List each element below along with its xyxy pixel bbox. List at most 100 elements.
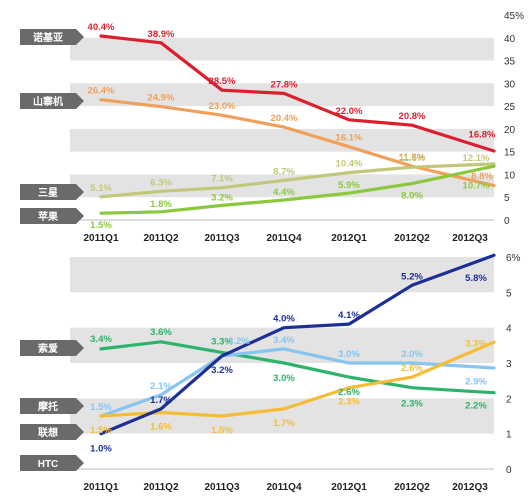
- series-tag-label: 三星: [38, 187, 58, 199]
- data-label: 10.4%: [336, 159, 363, 170]
- x-tick-label: 2011Q3: [204, 482, 239, 493]
- data-label: 8.7%: [273, 166, 295, 177]
- series-line-1: [99, 340, 496, 395]
- x-tick-label: 2011Q4: [266, 482, 301, 493]
- data-label: 1.5%: [90, 220, 112, 231]
- y-tick-label: 45%: [504, 11, 524, 22]
- data-label: 3.0%: [338, 349, 360, 360]
- series-tag: 索爱: [20, 340, 84, 356]
- chart-panel-2: 0 1 2 3 4 5 6% 2011Q1 2011Q2 2011Q3 2011Q4 2012Q1 20…: [20, 253, 521, 493]
- series-tag-label: 索爱: [38, 342, 58, 355]
- data-label: 2.6%: [338, 387, 360, 398]
- data-label: 16.8%: [469, 129, 496, 140]
- y-tick-label: 5: [504, 193, 510, 204]
- y-tick-label: 5: [506, 288, 512, 299]
- data-label: 11.8%: [399, 152, 426, 163]
- data-label: 4.1%: [338, 310, 360, 321]
- series-tag: 摩托: [20, 398, 84, 414]
- data-label: 12.1%: [463, 153, 490, 164]
- series-line-4: [99, 164, 496, 215]
- data-label: 23.0%: [209, 101, 236, 112]
- data-label: 8.0%: [401, 191, 423, 202]
- y-tick-label: 3: [506, 359, 512, 370]
- data-label: 24.9%: [148, 93, 175, 104]
- data-label: 3.3%: [211, 336, 233, 347]
- y-tick-label: 2: [506, 394, 512, 405]
- series-tag-shape: [20, 208, 84, 224]
- y-tick-label: 40: [504, 34, 516, 45]
- data-label: 11.6%: [399, 153, 426, 164]
- series-tag-shape: [20, 455, 84, 471]
- data-label: 8.8%: [471, 171, 493, 182]
- data-label: 3.4%: [273, 335, 295, 346]
- series-tag: 三星: [20, 184, 84, 200]
- x-tick-label: 2011Q2: [143, 233, 178, 244]
- y-tick-label: 4: [506, 324, 512, 335]
- grid-band: [70, 128, 494, 152]
- x-tick-label: 2011Q3: [204, 233, 239, 244]
- y-tick-label: 10: [504, 170, 516, 181]
- grid-band: [70, 257, 494, 293]
- y-tick-label: 20: [504, 125, 516, 136]
- data-label: 2.3%: [338, 397, 360, 408]
- series-tag-shape: [20, 340, 84, 356]
- data-label: 2.9%: [465, 377, 487, 388]
- data-label: 3.0%: [273, 373, 295, 384]
- data-label: 1.5%: [90, 425, 112, 436]
- data-label: 27.8%: [271, 79, 298, 90]
- series-tag-shape: [20, 424, 84, 440]
- data-label: 26.4%: [88, 86, 115, 97]
- series-tag-shape: [20, 29, 84, 45]
- data-label: 4.0%: [273, 314, 295, 325]
- data-label: 1.8%: [150, 199, 172, 210]
- data-label: 5.8%: [465, 273, 487, 284]
- data-label: 2.6%: [401, 363, 423, 374]
- series-tag-shape: [20, 93, 84, 109]
- series-line-3: [99, 162, 496, 199]
- data-label: 5.1%: [90, 183, 112, 194]
- series-tag: HTC: [20, 455, 84, 471]
- series-tag-label: 摩托: [38, 400, 58, 413]
- data-label: 20.4%: [271, 113, 298, 124]
- data-label: 1.7%: [150, 395, 172, 406]
- data-label: 3.2%: [211, 192, 233, 203]
- series-tag-label: 联想: [38, 426, 58, 439]
- data-label: 1.0%: [90, 444, 112, 455]
- data-label: 1.6%: [150, 421, 172, 432]
- chart-panel-1: 0 5 10 15 20 25 30 35 40 45% 2011Q1 2011Q2 2011Q3 201…: [20, 11, 524, 244]
- x-tick-label: 2012Q3: [452, 482, 488, 493]
- data-label: 22.0%: [336, 106, 363, 117]
- series-tag-shape: [20, 184, 84, 200]
- x-tick-label: 2012Q3: [452, 233, 488, 244]
- data-label: 3.3%: [465, 338, 487, 349]
- data-label: 20.8%: [399, 111, 426, 122]
- data-label: 5.2%: [401, 271, 423, 282]
- data-label: 28.5%: [209, 76, 236, 87]
- data-label: 3.6%: [150, 327, 172, 338]
- data-label: 4.4%: [273, 187, 295, 198]
- data-label: 2.3%: [401, 399, 423, 410]
- data-label: 2.2%: [465, 400, 487, 411]
- x-tick-label: 2011Q4: [266, 233, 301, 244]
- series-tag-label: 山寨机: [33, 95, 63, 108]
- series-tag-shape: [20, 398, 84, 414]
- data-label: 16.1%: [336, 133, 363, 144]
- data-label: 5.9%: [338, 180, 360, 191]
- y-tick-label: 35: [504, 57, 516, 68]
- x-tick-label: 2012Q1: [331, 482, 367, 493]
- data-label: 2.1%: [150, 381, 172, 392]
- series-tag: 联想: [20, 424, 84, 440]
- x-tick-label: 2011Q2: [143, 482, 178, 493]
- data-label: 3.4%: [90, 334, 112, 345]
- data-label: 3.2%: [228, 336, 250, 347]
- data-label: 6.3%: [150, 177, 172, 188]
- x-tick-label: 2012Q2: [394, 233, 430, 244]
- data-label: 1.5%: [90, 402, 112, 413]
- series-line-3: [99, 340, 496, 418]
- series-line-2: [99, 98, 496, 188]
- data-label: 10.7%: [463, 180, 490, 191]
- series-line-4: [99, 253, 496, 436]
- series-tag: 山寨机: [20, 93, 84, 109]
- x-tick-label: 2011Q1: [83, 233, 118, 244]
